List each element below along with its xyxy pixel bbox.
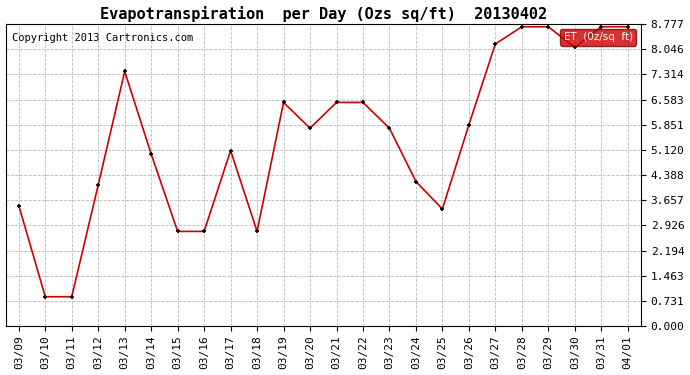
Point bbox=[437, 206, 448, 212]
Point bbox=[199, 228, 210, 234]
Point bbox=[252, 228, 263, 234]
Point bbox=[490, 41, 501, 47]
Point bbox=[411, 178, 422, 184]
Point bbox=[384, 125, 395, 131]
Point bbox=[595, 24, 607, 30]
Point bbox=[278, 99, 289, 105]
Title: Evapotranspiration  per Day (Ozs sq/ft)  20130402: Evapotranspiration per Day (Ozs sq/ft) 2… bbox=[99, 6, 547, 21]
Point bbox=[331, 99, 342, 105]
Point bbox=[569, 44, 580, 50]
Point bbox=[13, 202, 24, 208]
Point bbox=[92, 182, 104, 188]
Point bbox=[304, 125, 315, 131]
Legend: ET  (0z/sq  ft): ET (0z/sq ft) bbox=[560, 29, 635, 46]
Point bbox=[543, 24, 554, 30]
Point bbox=[40, 294, 51, 300]
Point bbox=[172, 228, 183, 234]
Text: Copyright 2013 Cartronics.com: Copyright 2013 Cartronics.com bbox=[12, 33, 193, 43]
Point bbox=[357, 99, 368, 105]
Point bbox=[146, 151, 157, 157]
Point bbox=[119, 69, 130, 75]
Point bbox=[464, 122, 475, 128]
Point bbox=[66, 294, 77, 300]
Point bbox=[516, 24, 527, 30]
Point bbox=[225, 148, 236, 154]
Point bbox=[622, 24, 633, 30]
